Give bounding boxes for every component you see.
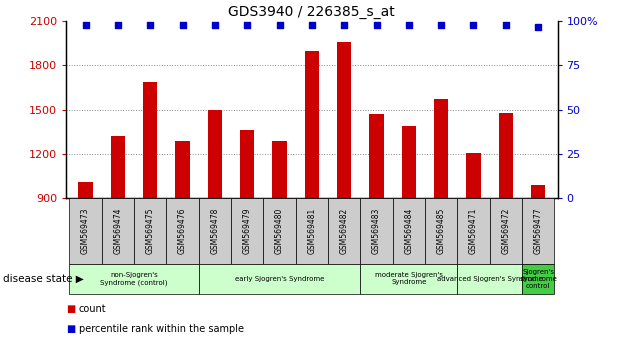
Bar <box>240 130 255 198</box>
Text: GSM569481: GSM569481 <box>307 208 316 254</box>
Point <box>242 22 252 28</box>
Text: GSM569472: GSM569472 <box>501 208 510 254</box>
Bar <box>111 136 125 198</box>
Point <box>81 22 91 28</box>
Text: GSM569477: GSM569477 <box>534 208 542 254</box>
Bar <box>175 141 190 198</box>
Text: GSM569482: GSM569482 <box>340 208 348 254</box>
Point <box>113 22 123 28</box>
Text: count: count <box>79 304 106 314</box>
Point <box>210 22 220 28</box>
Text: Sjogren's
synd rome
control: Sjogren's synd rome control <box>520 269 556 289</box>
Text: ■: ■ <box>66 324 76 334</box>
Text: GSM569473: GSM569473 <box>81 208 90 254</box>
Bar <box>369 114 384 198</box>
Point <box>145 22 155 28</box>
Text: GSM569479: GSM569479 <box>243 208 252 254</box>
Title: GDS3940 / 226385_s_at: GDS3940 / 226385_s_at <box>229 5 395 19</box>
Text: GSM569485: GSM569485 <box>437 208 445 254</box>
Point <box>178 22 188 28</box>
Bar <box>531 185 546 198</box>
Point <box>469 22 479 28</box>
Point <box>501 22 511 28</box>
Bar <box>304 51 319 198</box>
Text: GSM569476: GSM569476 <box>178 208 187 254</box>
Point <box>307 22 317 28</box>
Bar <box>401 126 416 198</box>
Point <box>339 22 349 28</box>
Text: GSM569471: GSM569471 <box>469 208 478 254</box>
Bar <box>272 141 287 198</box>
Text: advanced Sjogren's Syndrome: advanced Sjogren's Syndrome <box>437 276 542 282</box>
Text: non-Sjogren's
Syndrome (control): non-Sjogren's Syndrome (control) <box>100 272 168 286</box>
Bar <box>466 153 481 198</box>
Text: disease state ▶: disease state ▶ <box>3 274 84 284</box>
Point <box>533 24 543 29</box>
Bar <box>78 182 93 198</box>
Text: GSM569478: GSM569478 <box>210 208 219 254</box>
Point <box>275 22 285 28</box>
Bar <box>498 113 513 198</box>
Bar <box>143 82 158 198</box>
Point <box>404 22 414 28</box>
Text: GSM569474: GSM569474 <box>113 208 122 254</box>
Bar <box>434 99 449 198</box>
Text: GSM569483: GSM569483 <box>372 208 381 254</box>
Point <box>436 22 446 28</box>
Text: ■: ■ <box>66 304 76 314</box>
Text: percentile rank within the sample: percentile rank within the sample <box>79 324 244 334</box>
Text: early Sjogren's Syndrome: early Sjogren's Syndrome <box>235 276 324 282</box>
Text: GSM569484: GSM569484 <box>404 208 413 254</box>
Text: GSM569475: GSM569475 <box>146 208 155 254</box>
Point <box>372 22 382 28</box>
Bar <box>208 110 222 198</box>
Text: GSM569480: GSM569480 <box>275 208 284 254</box>
Bar <box>337 42 352 198</box>
Text: moderate Sjogren's
Syndrome: moderate Sjogren's Syndrome <box>375 272 443 285</box>
